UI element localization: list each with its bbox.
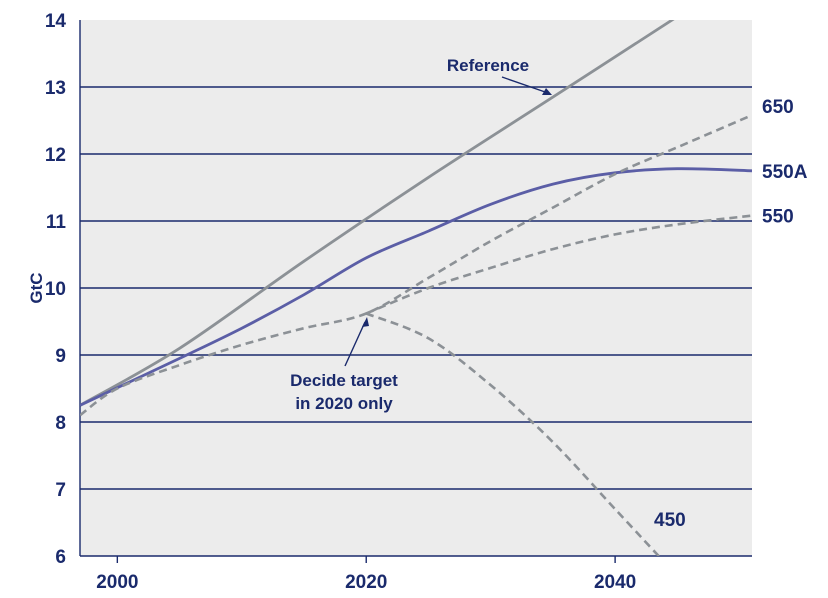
y-tick-label-14: 14 <box>45 11 67 32</box>
series-line-650 <box>80 113 752 417</box>
x-tick-label-2040: 2040 <box>594 572 636 593</box>
series-label-450: 450 <box>654 510 686 531</box>
y-tick-label-13: 13 <box>45 78 66 99</box>
annotation-decide-line-1: Decide target <box>290 371 398 390</box>
gridlines <box>80 86 752 490</box>
x-tick-label-2000: 2000 <box>96 572 138 593</box>
annotation-reference: Reference <box>447 56 529 75</box>
y-tick-label-10: 10 <box>45 279 66 300</box>
y-axis-label: GtC <box>27 272 46 303</box>
y-tick-label-12: 12 <box>45 145 66 166</box>
series-label-550: 550 <box>762 207 794 228</box>
annotation-decide-leader <box>344 321 366 367</box>
annotation-reference-arrowhead <box>542 88 552 95</box>
tick-labels: 6 7 8 9 10 11 12 13 14 2000 2020 2040 <box>45 11 636 593</box>
y-tick-label-7: 7 <box>55 480 66 501</box>
y-tick-label-6: 6 <box>55 547 66 568</box>
annotation-decide-arrowhead <box>362 317 369 327</box>
y-tick-label-9: 9 <box>55 346 66 367</box>
annotations: Reference Decide target in 2020 only <box>290 56 552 413</box>
series-label-550a: 550A <box>762 162 808 183</box>
series-labels: 550A 650 550 450 <box>654 97 808 531</box>
series-label-650: 650 <box>762 97 794 118</box>
y-tick-label-8: 8 <box>55 413 66 434</box>
series-line-550 <box>365 214 752 315</box>
x-tick-label-2020: 2020 <box>345 572 387 593</box>
y-tick-label-11: 11 <box>46 212 67 233</box>
annotation-reference-leader <box>501 76 549 94</box>
series-line-reference <box>80 20 675 407</box>
annotation-decide-line-2: in 2020 only <box>295 394 393 413</box>
series-line-550a <box>80 167 752 407</box>
series-lines <box>80 20 752 556</box>
axes <box>79 20 752 563</box>
series-line-450 <box>365 312 661 556</box>
